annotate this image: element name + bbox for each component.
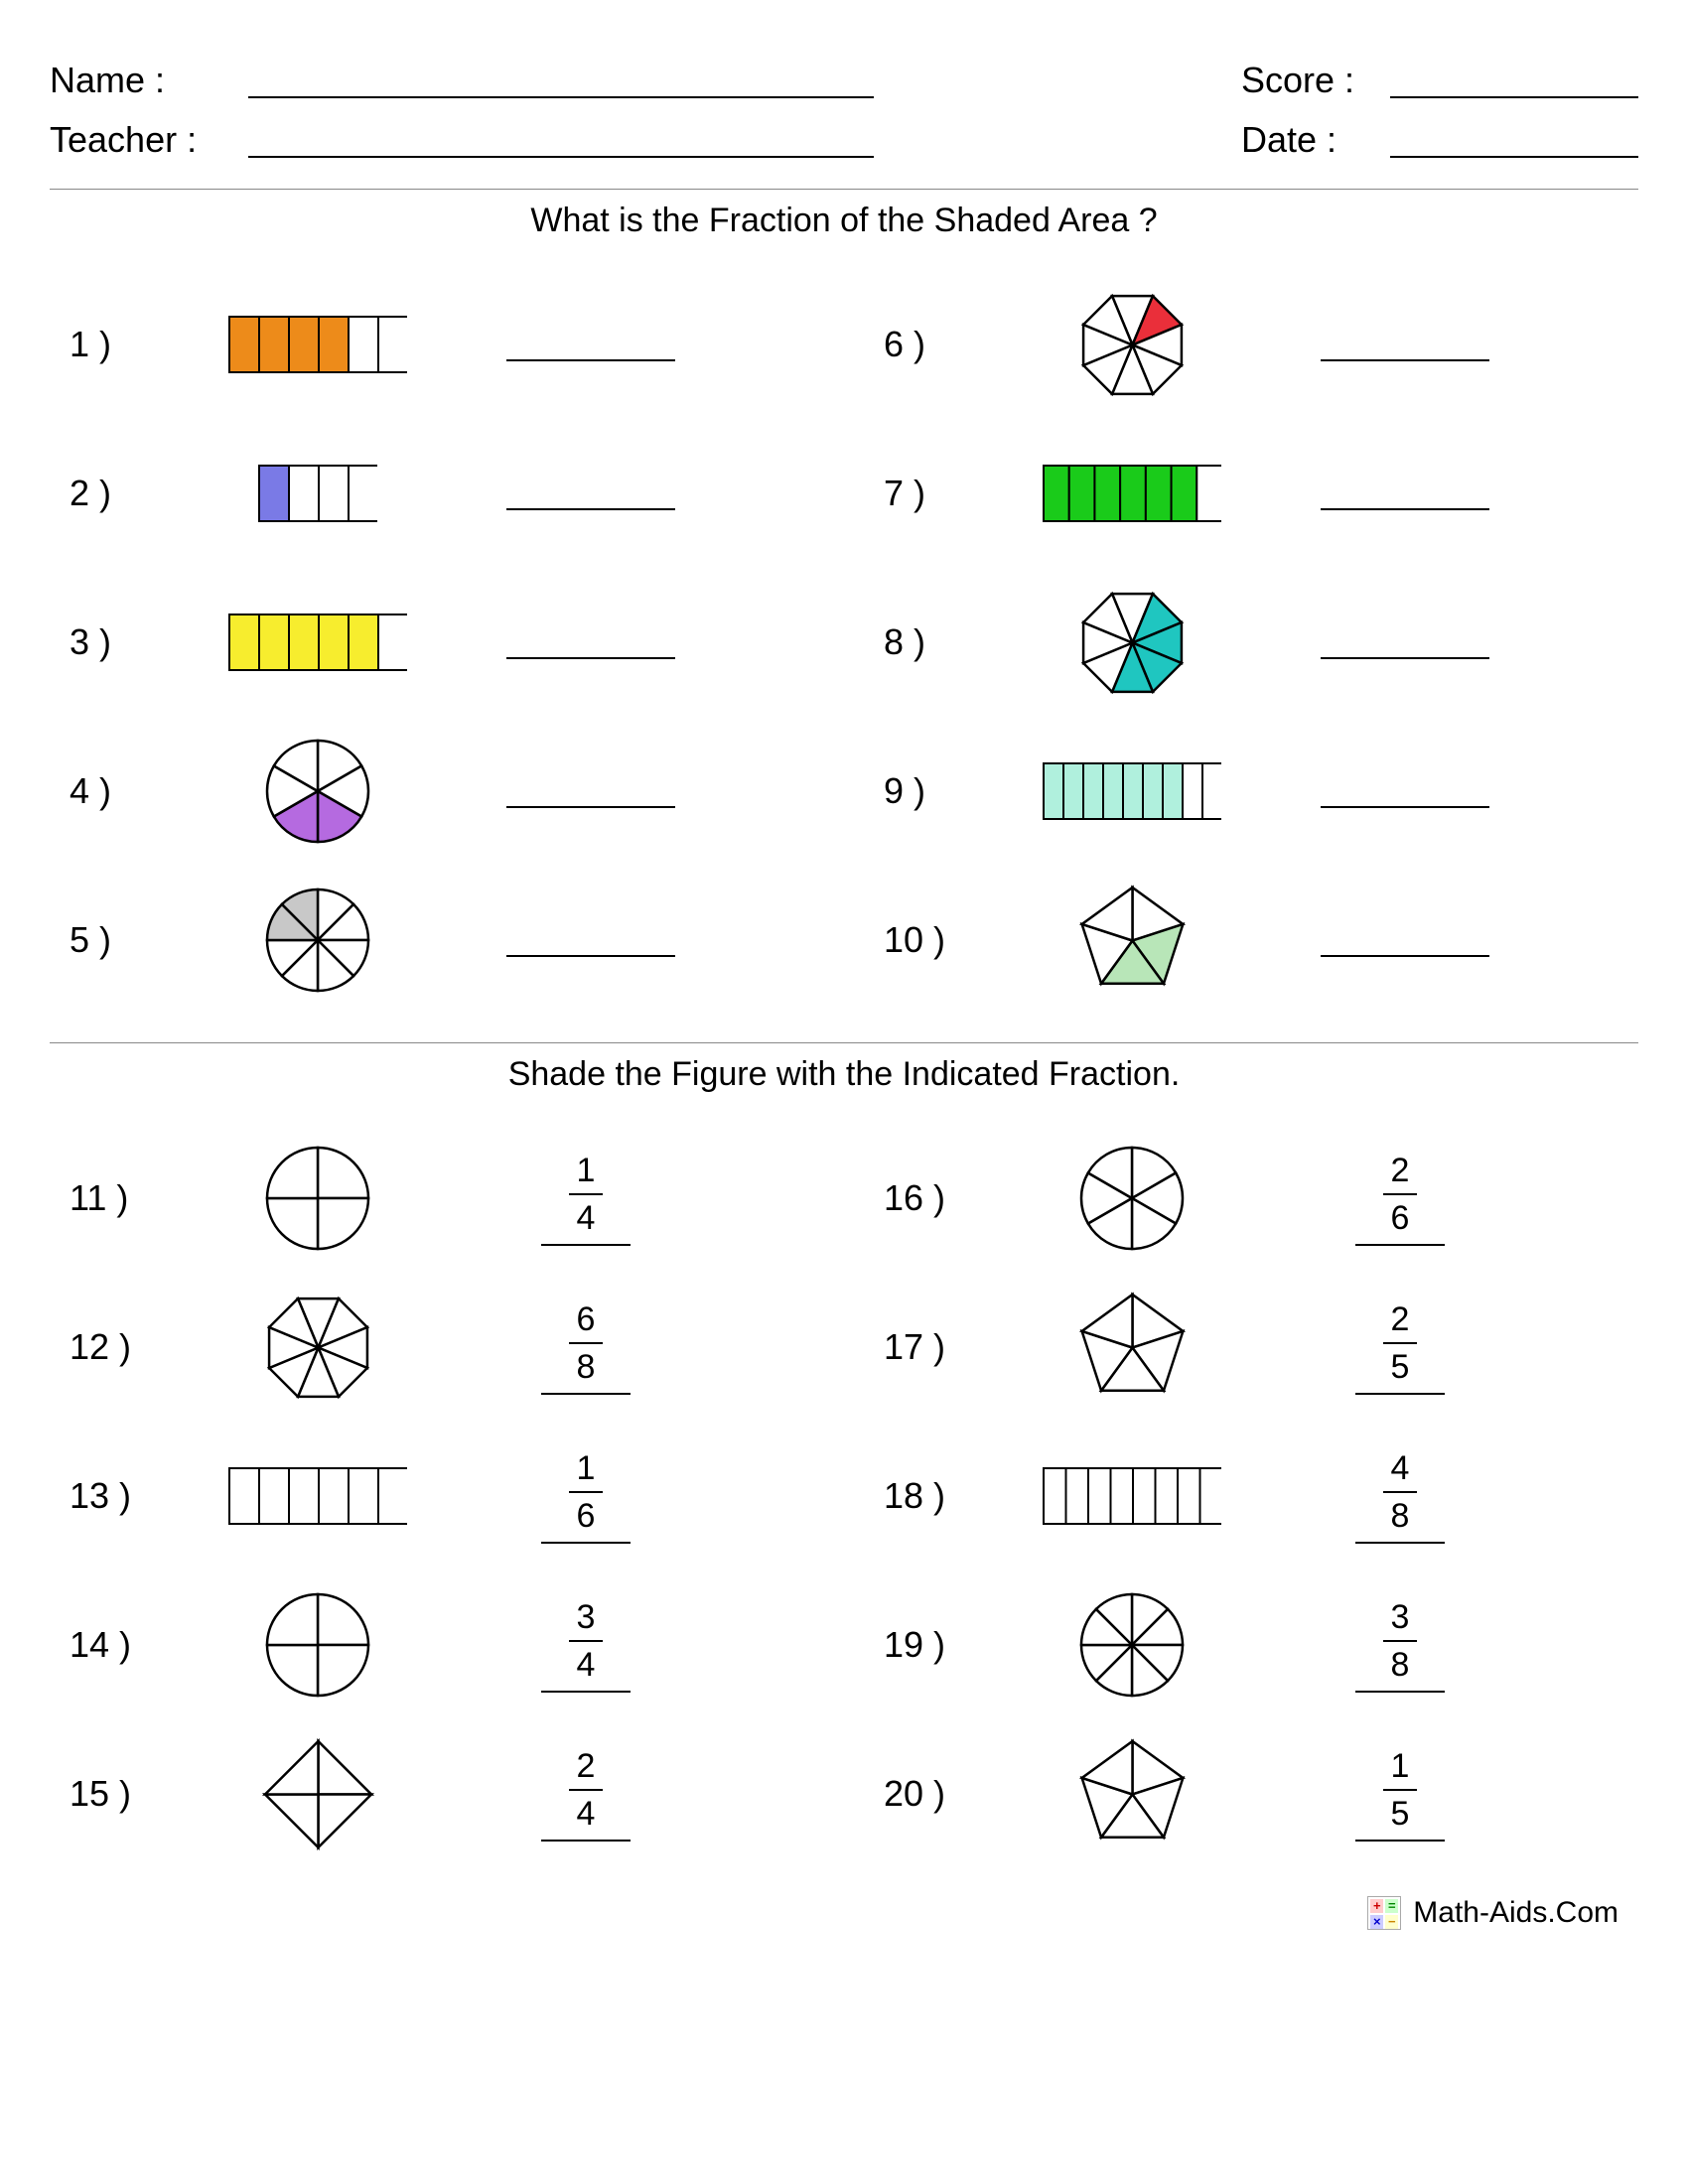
name-label: Name : xyxy=(50,60,238,101)
problem: 9 ) xyxy=(864,717,1638,866)
fraction-shape xyxy=(189,465,447,522)
problem: 2 ) xyxy=(50,419,824,568)
divider xyxy=(50,1042,1638,1043)
answer-blank[interactable] xyxy=(1321,923,1489,957)
fraction-shape[interactable] xyxy=(1003,1737,1261,1851)
problem-number: 18 ) xyxy=(884,1475,1003,1517)
fraction-shape[interactable] xyxy=(1003,1291,1261,1405)
problem: 11 ) 14 xyxy=(50,1124,824,1273)
problem-number: 9 ) xyxy=(884,770,1003,812)
teacher-blank[interactable] xyxy=(248,122,874,158)
problem: 17 ) 25 xyxy=(864,1273,1638,1422)
answer-blank[interactable] xyxy=(1321,625,1489,659)
fraction-shape xyxy=(1003,288,1261,402)
fraction-shape[interactable] xyxy=(189,1737,447,1851)
section1-grid: 1 ) 6 ) 2 ) 7 ) 3 ) 8 ) 4 ) 9 ) 5 ) 10 ) xyxy=(50,270,1638,1015)
score-label: Score : xyxy=(1241,60,1380,101)
problem-number: 12 ) xyxy=(70,1326,189,1368)
section2-grid: 11 ) 14 16 ) 26 12 ) 68 17 ) 25 13 ) 16 18 ) 48 14 )… xyxy=(50,1124,1638,1868)
footer-logo-icon: +=×− xyxy=(1367,1896,1401,1930)
header-name-row: Name : Score : xyxy=(50,60,1638,101)
problem: 5 ) xyxy=(50,866,824,1015)
answer-blank[interactable] xyxy=(506,774,675,808)
problem: 3 ) xyxy=(50,568,824,717)
problem-number: 11 ) xyxy=(70,1177,189,1219)
problem: 8 ) xyxy=(864,568,1638,717)
problem-number: 17 ) xyxy=(884,1326,1003,1368)
answer-blank[interactable] xyxy=(506,923,675,957)
answer-blank[interactable] xyxy=(1321,477,1489,510)
date-label: Date : xyxy=(1241,119,1380,161)
fraction-shape[interactable] xyxy=(189,1590,447,1700)
fraction-shape xyxy=(1003,762,1261,820)
footer-text: Math-Aids.Com xyxy=(1413,1896,1618,1930)
footer: +=×− Math-Aids.Com xyxy=(50,1896,1638,1930)
problem-number: 1 ) xyxy=(70,324,189,365)
fraction-shape[interactable] xyxy=(1003,1144,1261,1253)
fraction-value: 38 xyxy=(1301,1598,1499,1693)
section2-title: Shade the Figure with the Indicated Frac… xyxy=(50,1055,1638,1094)
fraction-shape xyxy=(1003,586,1261,700)
problem: 13 ) 16 xyxy=(50,1422,824,1570)
problem: 15 ) 24 xyxy=(50,1719,824,1868)
fraction-value: 68 xyxy=(487,1300,685,1395)
divider xyxy=(50,189,1638,190)
problem: 18 ) 48 xyxy=(864,1422,1638,1570)
fraction-value: 48 xyxy=(1301,1449,1499,1544)
problem-number: 20 ) xyxy=(884,1773,1003,1815)
problem: 19 ) 38 xyxy=(864,1570,1638,1719)
problem-number: 16 ) xyxy=(884,1177,1003,1219)
problem-number: 6 ) xyxy=(884,324,1003,365)
fraction-shape[interactable] xyxy=(1003,1590,1261,1700)
problem-number: 2 ) xyxy=(70,473,189,514)
problem: 1 ) xyxy=(50,270,824,419)
problem: 14 ) 34 xyxy=(50,1570,824,1719)
fraction-shape xyxy=(189,316,447,373)
fraction-shape xyxy=(1003,465,1261,522)
problem-number: 5 ) xyxy=(70,919,189,961)
problem-number: 15 ) xyxy=(70,1773,189,1815)
problem: 10 ) xyxy=(864,866,1638,1015)
teacher-label: Teacher : xyxy=(50,119,238,161)
problem-number: 7 ) xyxy=(884,473,1003,514)
problem: 6 ) xyxy=(864,270,1638,419)
problem-number: 4 ) xyxy=(70,770,189,812)
answer-blank[interactable] xyxy=(506,477,675,510)
problem: 7 ) xyxy=(864,419,1638,568)
fraction-shape[interactable] xyxy=(1003,1467,1261,1525)
fraction-shape xyxy=(189,737,447,846)
answer-blank[interactable] xyxy=(506,328,675,361)
fraction-value: 25 xyxy=(1301,1300,1499,1395)
problem: 20 ) 15 xyxy=(864,1719,1638,1868)
problem-number: 13 ) xyxy=(70,1475,189,1517)
fraction-value: 34 xyxy=(487,1598,685,1693)
answer-blank[interactable] xyxy=(1321,328,1489,361)
problem: 4 ) xyxy=(50,717,824,866)
fraction-shape[interactable] xyxy=(189,1291,447,1405)
problem-number: 8 ) xyxy=(884,621,1003,663)
problem-number: 19 ) xyxy=(884,1624,1003,1666)
fraction-shape[interactable] xyxy=(189,1144,447,1253)
date-blank[interactable] xyxy=(1390,122,1638,158)
fraction-value: 24 xyxy=(487,1747,685,1842)
problem-number: 14 ) xyxy=(70,1624,189,1666)
fraction-shape xyxy=(189,614,447,671)
name-blank[interactable] xyxy=(248,63,874,98)
answer-blank[interactable] xyxy=(506,625,675,659)
problem-number: 10 ) xyxy=(884,919,1003,961)
header-teacher-row: Teacher : Date : xyxy=(50,119,1638,161)
problem: 12 ) 68 xyxy=(50,1273,824,1422)
fraction-value: 14 xyxy=(487,1152,685,1246)
problem-number: 3 ) xyxy=(70,621,189,663)
section1-title: What is the Fraction of the Shaded Area … xyxy=(50,202,1638,240)
score-blank[interactable] xyxy=(1390,63,1638,98)
fraction-shape xyxy=(1003,884,1261,998)
fraction-shape[interactable] xyxy=(189,1467,447,1525)
fraction-value: 26 xyxy=(1301,1152,1499,1246)
fraction-value: 16 xyxy=(487,1449,685,1544)
fraction-shape xyxy=(189,886,447,995)
fraction-value: 15 xyxy=(1301,1747,1499,1842)
problem: 16 ) 26 xyxy=(864,1124,1638,1273)
answer-blank[interactable] xyxy=(1321,774,1489,808)
